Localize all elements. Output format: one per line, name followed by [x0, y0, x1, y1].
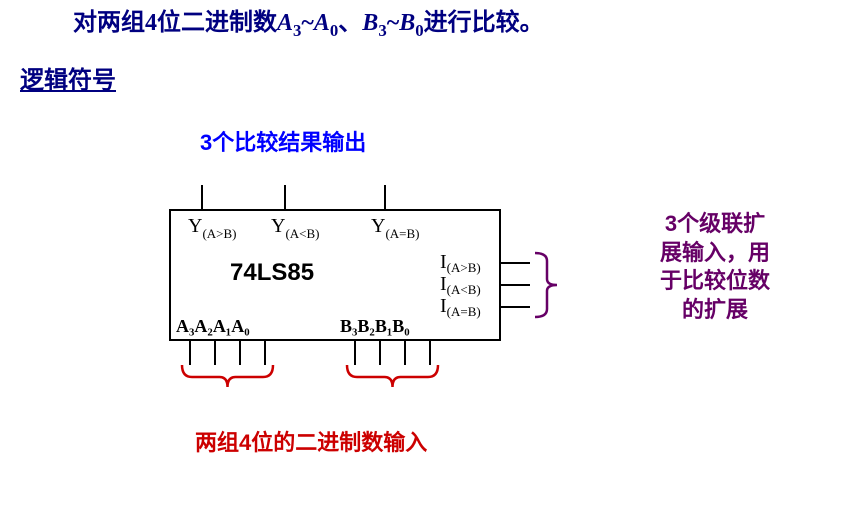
top-output-label: 3个比较结果输出: [200, 125, 366, 157]
side-line2: 展输入，用: [660, 240, 770, 265]
cascade-brace: [535, 253, 557, 317]
top-text: 个比较结果输出: [212, 130, 366, 155]
bottom-prefix: 两组: [195, 430, 239, 455]
intro-tilde-1: ~: [301, 10, 313, 36]
top-num: 3: [200, 130, 212, 155]
intro-prefix: 对两组4位二进制数: [73, 10, 277, 36]
section-title: 逻辑符号: [20, 60, 116, 95]
a-inputs-label: A₃A₂A₁A₀: [176, 316, 250, 336]
output-label: Y(A=B): [371, 215, 420, 241]
intro-suffix: 进行比较。: [424, 10, 544, 36]
intro-a-hi: A: [277, 10, 293, 36]
cascade-label: I(A=B): [440, 295, 481, 319]
chip-svg: 74LS85 Y(A>B) Y(A<B) Y(A=B) I(A>B)I(A<B)I(A=…: [140, 155, 610, 435]
output-label: Y(A<B): [271, 215, 320, 241]
bottom-suffix: 位的二进制数输入: [251, 430, 427, 455]
b-brace: [347, 365, 438, 387]
intro-text: 对两组4位二进制数A3~A0、B3~B0进行比较。: [73, 2, 544, 41]
side-line1: 3个级联扩: [665, 211, 765, 236]
cascade-label: I(A>B): [440, 251, 481, 275]
intro-a-lo: A: [314, 10, 330, 36]
logic-diagram: 3个比较结果输出 74LS85Y(A>B)Y(A<B)Y(A=B)I(A>B)I…: [140, 125, 820, 465]
intro-b-hi: B: [362, 10, 378, 36]
side-line4: 的扩展: [682, 297, 748, 322]
intro-b-lo-sub: 0: [415, 21, 423, 40]
chip-name: 74LS85: [230, 259, 314, 286]
a-brace: [182, 365, 273, 387]
b-inputs-label: B₃B₂B₁B₀: [340, 316, 410, 336]
cascade-label: I(A<B): [440, 273, 481, 297]
intro-b-hi-sub: 3: [378, 21, 386, 40]
side-cascade-label: 3个级联扩 展输入，用 于比较位数 的扩展: [615, 210, 815, 324]
side-line3: 于比较位数: [660, 268, 770, 293]
bottom-num: 4: [239, 430, 251, 455]
output-label: Y(A>B): [188, 215, 237, 241]
intro-b-lo: B: [399, 10, 415, 36]
bottom-input-label: 两组4位的二进制数输入: [195, 425, 427, 457]
intro-sep: 、: [338, 10, 362, 36]
intro-tilde-2: ~: [387, 10, 399, 36]
